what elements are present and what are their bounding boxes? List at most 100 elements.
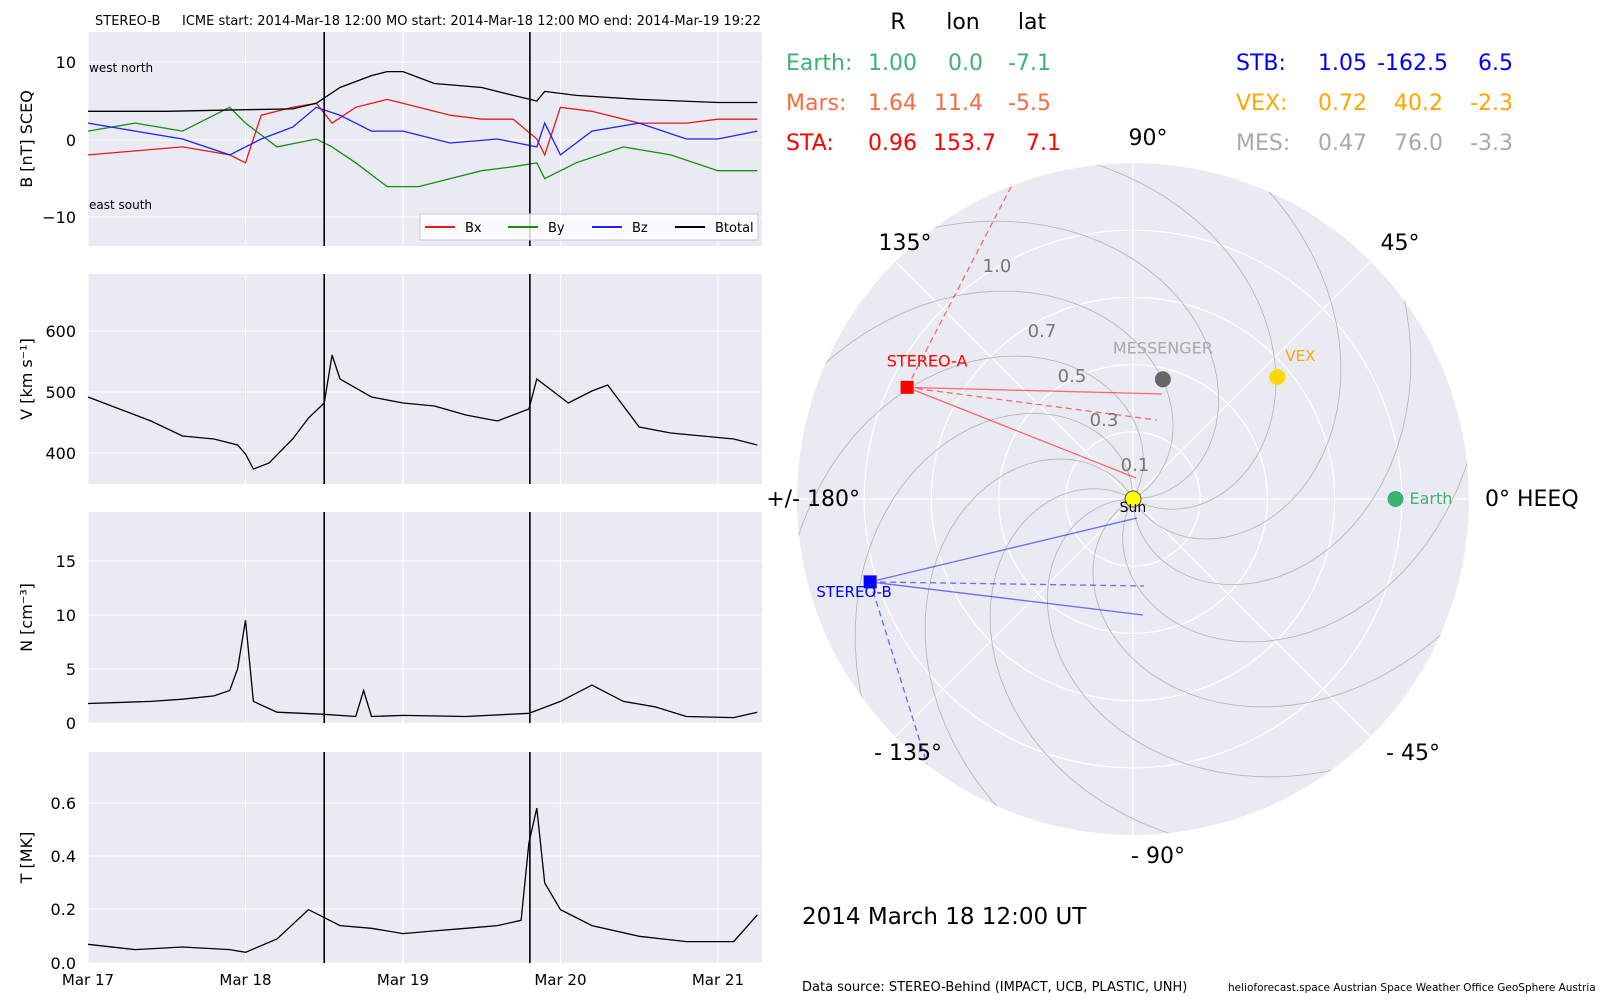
radial-label: 0.5 [1058,366,1087,387]
spiral-arc [854,412,1134,777]
row-sta-label: STA: [786,131,834,156]
y-tick-label: 0.6 [51,794,76,813]
row-earth-lon: 0.0 [948,51,983,76]
panel-2: 600 500 400 V [km s⁻¹] [17,274,762,484]
sta-fov-line [907,386,1163,395]
row-stb-lon: -162.5 [1377,51,1448,76]
messenger-marker [1154,371,1171,388]
y-axis-label: N [cm⁻³] [17,583,36,652]
spiral-arc [1092,498,1469,708]
x-tick-label: Mar 21 [692,971,744,989]
y-tick-label: 10 [56,606,76,625]
spiral-arc [1132,221,1412,586]
angle-label: - 135° [874,741,942,766]
legend-bx-label: Bx [465,221,482,236]
series-line-data [87,620,758,719]
row-stb-r: 1.05 [1318,51,1367,76]
y-axis-label: B [nT] SCEQ [17,90,36,188]
x-tick-label: Mar 17 [62,971,114,989]
stb-fov-line [869,517,1138,583]
row-stb-label: STB: [1236,51,1286,76]
y-tick-label: 0 [66,131,76,150]
spiral-arc [1132,163,1342,540]
header-mo-end: MO end: 2014-Mar-19 19:22 [578,14,761,29]
row-mes-r: 0.47 [1318,131,1367,156]
row-sta-lon: 153.7 [933,131,996,156]
x-tick-label: Mar 20 [534,971,586,989]
angle-label: 135° [879,231,932,256]
legend-bz-label: Bz [632,221,648,236]
y-tick-label: 500 [45,383,76,402]
sta-fov-line-dashed [907,386,1158,421]
stb-fov-line-dashed [870,581,1145,587]
radial-label: 1.0 [983,256,1012,277]
x-tick-label: Mar 18 [219,971,271,989]
header-spacecraft: STEREO-B [95,14,160,29]
spiral-arc [924,458,1134,835]
y-axis-label: T [MK] [17,832,36,885]
row-sta-r: 0.96 [868,131,917,156]
panel-background [88,512,762,723]
angle-label: 45° [1381,231,1420,256]
series-line-data [87,807,758,953]
y-tick-label: 0 [66,714,76,733]
row-sta-lat: 7.1 [1026,131,1061,156]
angle-label: +/- 180° [766,487,860,512]
header-icme-start: ICME start: 2014-Mar-18 12:00 [182,14,382,29]
panel-background [88,32,762,246]
y-tick-label: 0.4 [51,847,76,866]
row-mes-label: MES: [1236,131,1290,156]
col-header-lat: lat [1018,10,1047,35]
polar-position-plot: 90° 45° 0° HEEQ - 45° - 90° - 135° +/- 180° 135… [766,126,1578,869]
panel-4: 0.6 0.4 0.2 0.0 T [MK] Mar 17 Mar 18 Mar 19 Mar … [17,752,762,989]
series-line-btotal [88,70,758,112]
earth-marker [1387,491,1404,507]
spiral-lines [797,163,1469,835]
y-tick-label: 15 [56,552,76,571]
row-mars-lat: -5.5 [1008,91,1051,116]
row-mes-lon: 76.0 [1394,131,1443,156]
messenger-label: MESSENGER [1113,338,1213,357]
angle-label: - 45° [1386,741,1440,766]
series-line-by [87,106,758,188]
spiral-arc [989,488,1252,835]
vex-label: VEX [1285,347,1315,365]
angle-label: 0° HEEQ [1485,487,1579,512]
vex-marker [1269,369,1286,386]
stb-fov-line-dashed [869,581,928,765]
row-vex-label: VEX: [1236,91,1287,116]
col-header-lon: lon [946,10,980,35]
y-tick-label: 10 [56,53,76,72]
radial-label: 0.3 [1090,410,1119,431]
y-tick-label: −10 [42,208,76,227]
b-annotation-west-north: west north [89,61,153,75]
b-legend: Bx By Bz Btotal [419,213,759,241]
angle-label: 90° [1129,126,1168,151]
date-label: 2014 March 18 12:00 UT [802,904,1087,930]
x-tick-label: Mar 19 [377,971,429,989]
timeseries-panels: 10 0 −10 B [nT] SCEQ 600 500 400 V [km s⁻¹] 15 10… [17,32,762,989]
position-table: R lon lat Earth: 1.00 0.0 -7.1 Mars: 1.6… [786,10,1513,156]
panel-background [88,274,762,484]
radial-label: 0.7 [1028,321,1057,342]
spiral-arc [797,290,1174,500]
panel-background [88,752,762,963]
series-line-data [87,354,758,470]
row-vex-r: 0.72 [1318,91,1367,116]
y-tick-label: 5 [66,660,76,679]
y-tick-label: 0.2 [51,900,76,919]
series-line-bx [87,98,758,164]
legend-by-label: By [548,221,565,236]
row-stb-lat: 6.5 [1478,51,1513,76]
spiral-arc [797,355,1144,618]
angle-label: - 90° [1131,844,1185,869]
y-axis-label: V [km s⁻¹] [17,338,36,420]
b-annotation-east-south: east south [89,198,152,212]
row-mes-lat: -3.3 [1470,131,1513,156]
spiral-arc [1122,380,1469,643]
row-earth-r: 1.00 [868,51,917,76]
earth-label: Earth [1410,489,1453,508]
row-mars-label: Mars: [786,91,846,116]
row-mars-r: 1.64 [868,91,917,116]
